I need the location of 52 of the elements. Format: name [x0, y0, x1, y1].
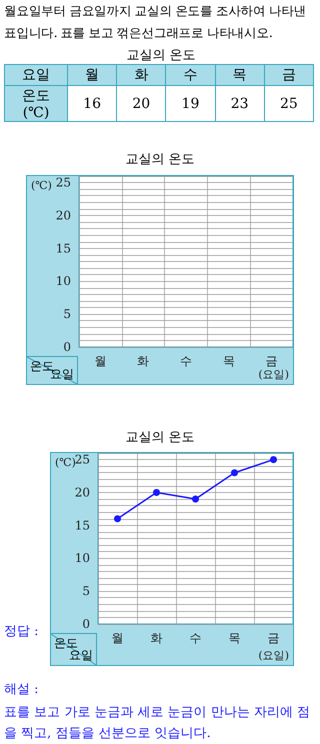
category-label: 화: [116, 64, 166, 86]
data-label: 19: [166, 86, 216, 122]
x-axis-title: (요일): [258, 368, 290, 381]
text: 온도 (℃): [4, 86, 68, 122]
text: 요일: [4, 64, 68, 86]
x-tick-label: 월: [94, 354, 106, 368]
y-tick-label: 10: [56, 274, 71, 288]
category-label: 목: [215, 64, 264, 86]
point: [231, 469, 238, 476]
text: 해설 :: [4, 681, 39, 698]
x-tick-label: 수: [180, 354, 192, 368]
y-tick-label: 20: [74, 485, 90, 500]
y-tick-label: 5: [63, 307, 71, 322]
point: [192, 496, 199, 503]
y-tick-label: 20: [56, 208, 71, 222]
data-label: 23: [215, 86, 264, 122]
data-label: 25: [264, 86, 314, 122]
text: 온도: [54, 635, 78, 650]
y-tick-label: 0: [82, 617, 90, 631]
y-tick-label: 25: [74, 452, 90, 467]
data-label: 20: [116, 86, 166, 122]
y-tick-label: 0: [63, 340, 71, 354]
x-tick-label: 금: [268, 631, 280, 645]
text: 정답 :: [4, 623, 39, 640]
point: [153, 488, 160, 496]
x-tick-label: 월: [112, 631, 124, 645]
category-label: 월: [68, 64, 117, 86]
x-tick-label: 목: [228, 631, 240, 645]
chart-title: 교실의 온도: [124, 151, 196, 168]
y-tick-label: 10: [74, 551, 90, 566]
y-tick-label: 15: [74, 518, 90, 532]
chart-title: 교실의 온도: [124, 429, 196, 446]
y-axis-title: (℃): [55, 456, 76, 469]
x-tick-label: 금: [266, 354, 278, 368]
x-tick-label: 목: [222, 354, 235, 368]
text: 표를 보고 가로 눈금과 세로 눈금이 만나는 자리에 점을 찍고, 점들을 선분으로 잇습니다.: [4, 704, 312, 743]
x-axis-title: (요일): [258, 649, 290, 662]
y-tick-label: 15: [56, 241, 71, 256]
point: [270, 456, 277, 464]
y-axis-title: (℃): [31, 179, 52, 192]
x-tick-label: 화: [150, 631, 162, 645]
category-label: 금: [264, 64, 314, 86]
text: 월요일부터 금요일까지 교실의 온도를 조사하여 나타낸 표입니다. 표를 보고 꺾은선그래프로 나타내시오.: [4, 2, 308, 42]
data-label: 16: [68, 86, 117, 122]
text: 요일: [69, 648, 93, 664]
x-tick-label: 화: [137, 354, 150, 368]
text: 교실의 온도: [125, 47, 197, 64]
y-tick-label: 25: [56, 176, 71, 190]
category-label: 수: [166, 64, 216, 86]
x-tick-label: 수: [190, 631, 202, 645]
point: [114, 515, 121, 522]
y-tick-label: 5: [82, 584, 90, 598]
